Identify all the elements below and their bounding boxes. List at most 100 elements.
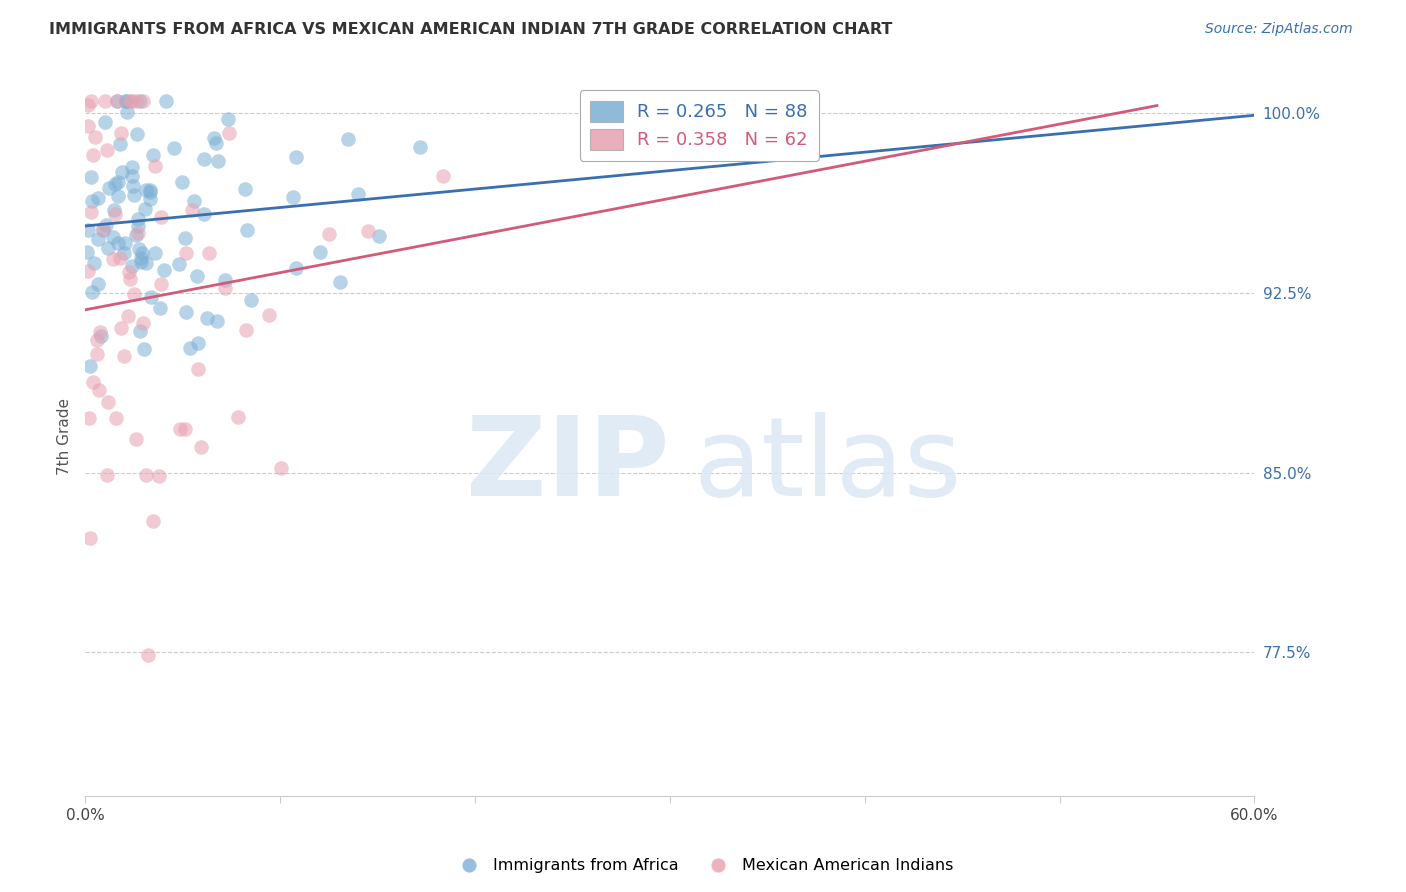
Point (132, 343, 155, 357)
Point (134, 202, 156, 216)
Point (80, 204, 103, 219)
Point (124, 95, 146, 109)
Point (77, 98, 100, 112)
Point (115, 95, 138, 109)
Point (131, 246, 153, 260)
Point (96, 467, 118, 482)
Point (80, 285, 103, 299)
Point (77, 264, 100, 278)
Point (118, 265, 141, 279)
Point (120, 95, 142, 109)
Point (193, 207, 215, 221)
Point (129, 254, 152, 268)
Point (207, 153, 229, 168)
Point (128, 242, 150, 256)
Legend: Immigrants from Africa, Mexican American Indians: Immigrants from Africa, Mexican American… (446, 852, 960, 880)
Point (94, 114, 117, 128)
Point (186, 269, 208, 284)
Point (409, 140, 432, 154)
Point (97, 181, 120, 195)
Point (127, 219, 149, 234)
Point (83, 255, 105, 269)
Point (114, 235, 136, 250)
Point (172, 175, 194, 189)
Point (104, 177, 127, 191)
Point (87, 191, 110, 205)
Point (193, 152, 215, 166)
Point (110, 321, 132, 335)
Point (368, 229, 391, 244)
Point (432, 169, 454, 183)
Point (226, 410, 249, 425)
Point (239, 293, 262, 307)
Point (149, 277, 172, 292)
Point (96, 218, 118, 232)
Point (127, 128, 149, 142)
Point (82, 376, 104, 390)
Point (90, 329, 112, 343)
Point (218, 126, 240, 140)
Point (103, 203, 125, 218)
Point (187, 336, 209, 351)
Point (80, 95, 103, 109)
Point (139, 193, 162, 207)
Point (136, 648, 159, 662)
Point (107, 236, 129, 251)
Point (112, 246, 135, 260)
Point (82, 147, 104, 161)
Point (214, 272, 236, 286)
Point (143, 246, 166, 260)
Point (174, 231, 197, 245)
Point (97, 241, 120, 255)
Point (270, 460, 292, 475)
Text: Source: ZipAtlas.com: Source: ZipAtlas.com (1205, 22, 1353, 37)
Point (121, 160, 143, 174)
Point (128, 95, 150, 109)
Point (86, 277, 108, 291)
Point (117, 105, 139, 120)
Point (197, 246, 219, 260)
Point (93, 95, 115, 109)
Point (179, 341, 201, 355)
Point (217, 112, 239, 127)
Point (139, 290, 162, 304)
Point (169, 421, 191, 435)
Point (135, 255, 157, 269)
Point (710, 135, 733, 149)
Point (111, 165, 134, 179)
Point (112, 349, 135, 363)
Point (284, 261, 307, 276)
Point (103, 252, 125, 267)
Point (105, 95, 128, 109)
Text: ZIP: ZIP (467, 412, 669, 519)
Point (76, 244, 98, 259)
Point (149, 301, 172, 315)
Point (86, 333, 108, 347)
Point (121, 259, 143, 273)
Point (101, 230, 124, 244)
Point (135, 183, 157, 197)
Point (183, 194, 205, 208)
Point (281, 190, 304, 204)
Point (107, 175, 129, 189)
Point (104, 411, 127, 425)
Point (79, 359, 101, 373)
Point (173, 422, 195, 436)
Point (155, 95, 177, 109)
Point (259, 308, 281, 322)
Point (76, 119, 98, 133)
Point (89, 384, 111, 398)
Point (120, 95, 142, 109)
Point (214, 281, 236, 295)
Point (195, 311, 218, 326)
Point (107, 189, 129, 203)
Point (80, 170, 103, 185)
Point (82, 194, 104, 209)
Point (236, 223, 259, 237)
Point (142, 148, 165, 162)
Point (76, 223, 98, 237)
Point (97, 395, 120, 409)
Point (91, 223, 114, 237)
Point (84, 129, 107, 144)
Point (187, 362, 209, 376)
